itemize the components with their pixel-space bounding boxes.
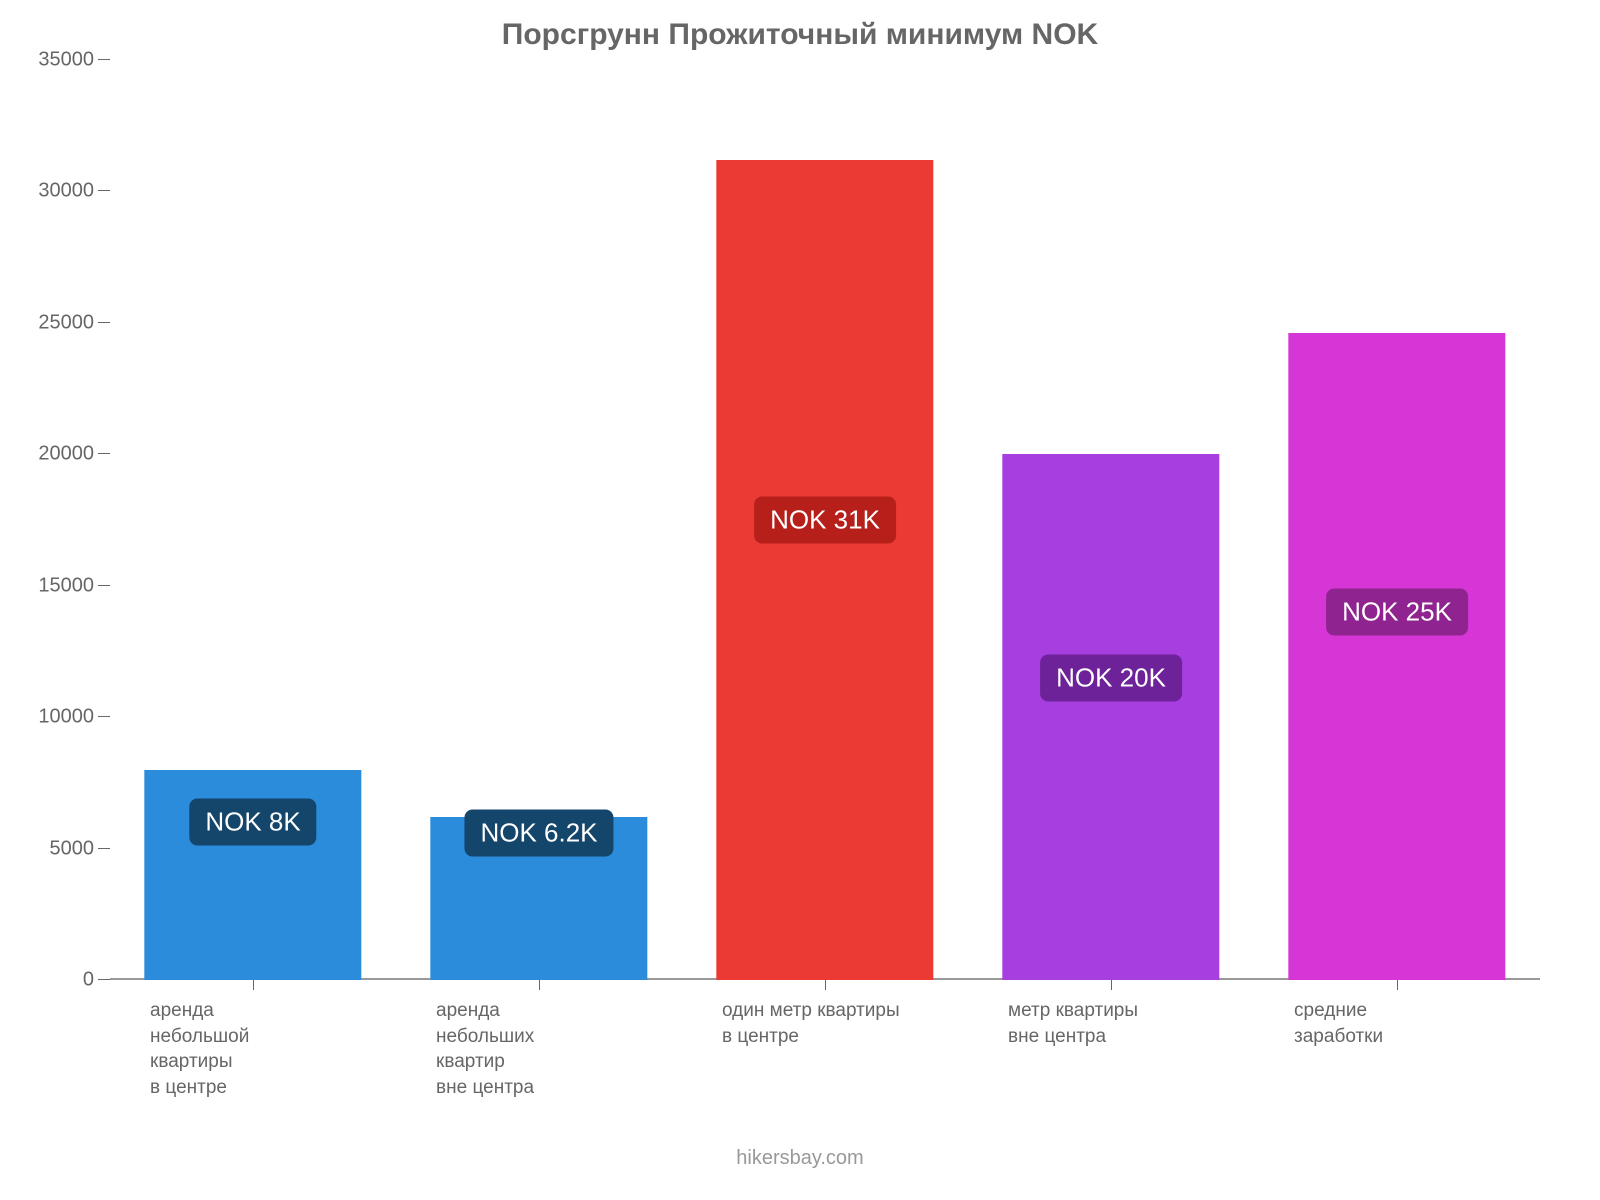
bars-group: NOK 8Kаренданебольшойквартирыв центреNOK…	[110, 60, 1540, 980]
y-tick	[98, 190, 110, 191]
y-tick	[98, 979, 110, 980]
bar	[716, 160, 933, 980]
y-tick-label: 15000	[38, 574, 94, 597]
bar-value-label: NOK 31K	[754, 497, 896, 544]
x-tick-label: метр квартирывне центра	[1008, 998, 1214, 1049]
bar-slot: NOK 25Kсредниезаработки	[1254, 60, 1540, 980]
y-tick-label: 10000	[38, 706, 94, 729]
x-tick-label: один метр квартирыв центре	[722, 998, 928, 1049]
x-tick	[539, 980, 540, 990]
x-tick	[825, 980, 826, 990]
y-tick-label: 35000	[38, 49, 94, 72]
bar-value-label: NOK 20K	[1040, 654, 1182, 701]
y-tick	[98, 585, 110, 586]
x-tick-label: аренданебольшойквартирыв центре	[150, 998, 356, 1101]
y-tick	[98, 848, 110, 849]
y-tick-label: 20000	[38, 443, 94, 466]
credit-text: hikersbay.com	[0, 1147, 1600, 1170]
chart-container: Порсгрунн Прожиточный минимум NOK 050001…	[0, 0, 1600, 1200]
bar-slot: NOK 20Kметр квартирывне центра	[968, 60, 1254, 980]
y-tick	[98, 322, 110, 323]
plot-area: 05000100001500020000250003000035000 NOK …	[110, 60, 1540, 980]
x-tick	[253, 980, 254, 990]
x-tick-label: аренданебольшихквартирвне центра	[436, 998, 642, 1101]
bar-value-label: NOK 25K	[1326, 589, 1468, 636]
bar-slot: NOK 6.2Kаренданебольшихквартирвне центра	[396, 60, 682, 980]
y-tick	[98, 453, 110, 454]
chart-title: Порсгрунн Прожиточный минимум NOK	[0, 18, 1600, 52]
bar	[1288, 333, 1505, 980]
bar-slot: NOK 31Kодин метр квартирыв центре	[682, 60, 968, 980]
y-tick-label: 0	[83, 969, 94, 992]
bar	[1002, 454, 1219, 980]
y-tick-label: 30000	[38, 180, 94, 203]
bar-value-label: NOK 6.2K	[464, 809, 613, 856]
y-tick-label: 5000	[50, 837, 95, 860]
y-tick	[98, 716, 110, 717]
x-tick-label: средниезаработки	[1294, 998, 1500, 1049]
y-tick-label: 25000	[38, 311, 94, 334]
bar-slot: NOK 8Kаренданебольшойквартирыв центре	[110, 60, 396, 980]
x-tick	[1397, 980, 1398, 990]
y-tick	[98, 59, 110, 60]
bar-value-label: NOK 8K	[189, 799, 316, 846]
x-tick	[1111, 980, 1112, 990]
